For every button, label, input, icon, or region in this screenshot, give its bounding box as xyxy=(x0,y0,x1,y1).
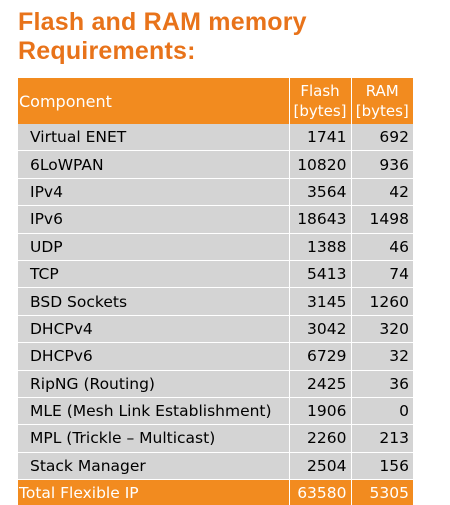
ram-column-header: RAM [bytes] xyxy=(350,78,413,124)
ram-header-line-1: RAM xyxy=(365,82,399,100)
component-cell: MPL (Trickle – Multicast) xyxy=(18,424,289,453)
ram-cell: 213 xyxy=(350,424,413,453)
component-cell: IPv6 xyxy=(18,205,289,234)
ram-cell: 692 xyxy=(350,124,413,152)
component-cell: Virtual ENET xyxy=(18,124,289,152)
component-cell: TCP xyxy=(18,260,289,289)
component-cell: 6LoWPAN xyxy=(18,150,289,179)
flash-column-header: Flash [bytes] xyxy=(288,78,351,124)
component-cell: DHCPv6 xyxy=(18,342,289,371)
total-flash-cell: 63580 xyxy=(288,479,351,505)
flash-cell: 3042 xyxy=(288,315,351,344)
ram-cell: 1260 xyxy=(350,287,413,316)
total-label-cell: Total Flexible IP xyxy=(18,479,289,505)
memory-requirements-table: Component Flash [bytes] RAM [bytes] Virt… xyxy=(18,78,413,505)
table-row: Stack Manager 2504 156 xyxy=(18,452,413,481)
component-column-header: Component xyxy=(18,78,289,124)
table-row: BSD Sockets 3145 1260 xyxy=(18,287,413,316)
ram-cell: 32 xyxy=(350,342,413,371)
ram-cell: 0 xyxy=(350,397,413,426)
component-cell: MLE (Mesh Link Establishment) xyxy=(18,397,289,426)
component-cell: Stack Manager xyxy=(18,452,289,481)
flash-cell: 3564 xyxy=(288,178,351,207)
ram-cell: 320 xyxy=(350,315,413,344)
ram-cell: 74 xyxy=(350,260,413,289)
flash-cell: 10820 xyxy=(288,150,351,179)
ram-cell: 936 xyxy=(350,150,413,179)
table-row: DHCPv6 6729 32 xyxy=(18,342,413,371)
flash-cell: 1741 xyxy=(288,124,351,152)
table-row: 6LoWPAN 10820 936 xyxy=(18,150,413,179)
title-line-2: Requirements: xyxy=(18,37,196,65)
component-cell: RipNG (Routing) xyxy=(18,370,289,398)
ram-cell: 1498 xyxy=(350,205,413,234)
ram-cell: 156 xyxy=(350,452,413,481)
table-row: MLE (Mesh Link Establishment) 1906 0 xyxy=(18,397,413,426)
component-cell: IPv4 xyxy=(18,178,289,207)
table-row: IPv6 18643 1498 xyxy=(18,205,413,234)
title-line-1: Flash and RAM memory xyxy=(18,8,307,36)
flash-cell: 2504 xyxy=(288,452,351,481)
flash-cell: 1906 xyxy=(288,397,351,426)
flash-cell: 18643 xyxy=(288,205,351,234)
table-row: DHCPv4 3042 320 xyxy=(18,315,413,344)
ram-header-line-2: [bytes] xyxy=(355,102,409,120)
flash-header-line-2: [bytes] xyxy=(293,102,347,120)
ram-cell: 42 xyxy=(350,178,413,207)
component-cell: DHCPv4 xyxy=(18,315,289,344)
flash-cell: 2260 xyxy=(288,424,351,453)
ram-cell: 46 xyxy=(350,233,413,261)
table-row: TCP 5413 74 xyxy=(18,260,413,289)
component-cell: UDP xyxy=(18,233,289,261)
flash-header-line-1: Flash xyxy=(300,82,340,100)
flash-cell: 3145 xyxy=(288,287,351,316)
table-row: MPL (Trickle – Multicast) 2260 213 xyxy=(18,424,413,453)
flash-cell: 6729 xyxy=(288,342,351,371)
component-cell: BSD Sockets xyxy=(18,287,289,316)
flash-cell: 5413 xyxy=(288,260,351,289)
flash-cell: 2425 xyxy=(288,370,351,398)
table-row: Virtual ENET 1741 692 xyxy=(18,124,413,152)
total-ram-cell: 5305 xyxy=(350,479,413,505)
table-row: RipNG (Routing) 2425 36 xyxy=(18,370,413,398)
table-header-row: Component Flash [bytes] RAM [bytes] xyxy=(18,78,413,124)
ram-cell: 36 xyxy=(350,370,413,398)
table-row: IPv4 3564 42 xyxy=(18,178,413,207)
table-row: UDP 1388 46 xyxy=(18,233,413,261)
total-row: Total Flexible IP 63580 5305 xyxy=(18,479,413,505)
flash-cell: 1388 xyxy=(288,233,351,261)
slide-title: Flash and RAM memory Requirements: xyxy=(18,8,438,66)
